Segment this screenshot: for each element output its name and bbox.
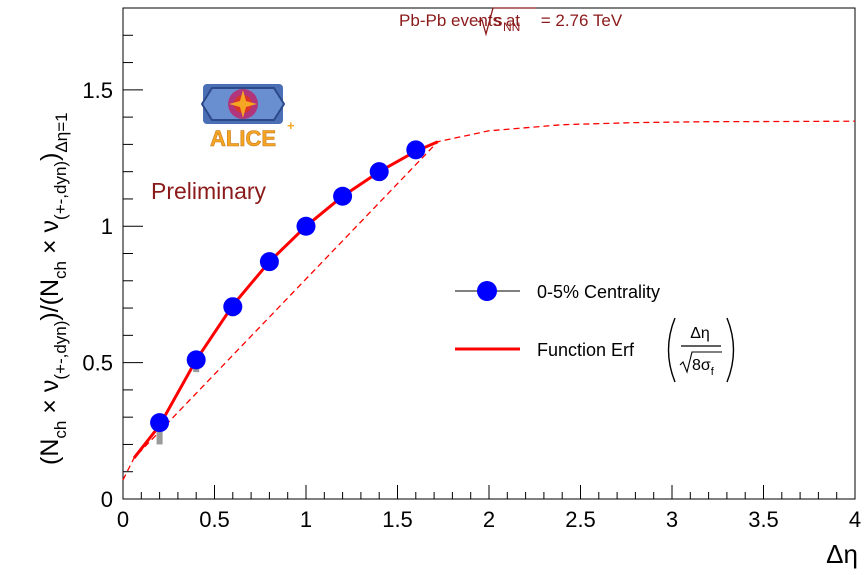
fit-curve xyxy=(132,140,439,460)
data-point xyxy=(223,297,243,317)
x-tick-label: 0 xyxy=(117,507,129,532)
chart-title: Pb-Pb events at xyxy=(399,11,520,30)
legend-frac-den: 8σf xyxy=(692,357,715,378)
fit-extrapolation xyxy=(122,120,856,481)
x-tick-label: 1.5 xyxy=(382,507,413,532)
fit-curve-group xyxy=(132,140,439,460)
x-tick-label: 4 xyxy=(849,507,861,532)
data-point xyxy=(369,162,389,182)
x-tick-label: 2.5 xyxy=(565,507,596,532)
data-points xyxy=(150,140,426,433)
svg-text:(Nch × ν(+-,dyn))/(Nch × ν(+-,: (Nch × ν(+-,dyn))/(Nch × ν(+-,dyn))Δη=1 xyxy=(36,112,71,465)
plot-frame xyxy=(122,7,856,500)
y-axis-label: (Nch × ν(+-,dyn))/(Nch × ν(+-,dyn))Δη=1 xyxy=(36,112,71,465)
preliminary-label: Preliminary xyxy=(151,178,267,204)
x-axis: 0 0.5 1 1.5 2 2.5 3 3.5 4 xyxy=(117,485,861,532)
data-point xyxy=(259,252,279,272)
legend-label-points: 0-5% Centrality xyxy=(537,282,660,302)
x-tick-label: 2 xyxy=(483,507,495,532)
x-tick-label: 1 xyxy=(300,507,312,532)
data-point xyxy=(333,186,353,206)
x-axis-label: Δη xyxy=(826,539,858,569)
data-point xyxy=(150,413,170,433)
legend-entry-points: 0-5% Centrality xyxy=(455,281,660,302)
y-tick-label: 1.5 xyxy=(82,78,113,103)
legend-paren-right xyxy=(726,317,735,383)
x-tick-label: 3 xyxy=(666,507,678,532)
y-tick-label: 0.5 xyxy=(82,351,113,376)
svg-text:+: + xyxy=(287,118,295,133)
syst-error-band xyxy=(156,419,163,445)
y-tick-label: 1 xyxy=(101,214,113,239)
legend-label-fit: Function Erf xyxy=(537,340,635,360)
data-point xyxy=(296,216,316,236)
legend-frac-num: Δη xyxy=(690,325,710,342)
title-sub: NN xyxy=(503,20,520,34)
x-tick-label: 3.5 xyxy=(748,507,779,532)
alice-logo: ALICE + xyxy=(200,84,295,151)
title-s: s xyxy=(494,11,503,30)
legend-marker-points xyxy=(477,281,497,301)
title-energy: = 2.76 TeV xyxy=(536,11,623,30)
legend-frac-sqrt xyxy=(679,351,722,374)
sqrt-sign xyxy=(477,7,536,37)
legend: 0-5% Centrality Function Erf Δη 8σf xyxy=(455,281,735,383)
svg-text:ALICE: ALICE xyxy=(210,126,276,151)
x-tick-label: 0.5 xyxy=(199,507,230,532)
y-tick-label: 0 xyxy=(101,487,113,512)
data-point xyxy=(406,140,426,160)
y-axis: 0 0.5 1 1.5 xyxy=(82,7,143,512)
data-point xyxy=(186,350,206,370)
legend-paren-left xyxy=(667,317,676,383)
legend-entry-fit: Function Erf Δη 8σf xyxy=(455,317,735,383)
extrapolation-line xyxy=(122,120,856,481)
